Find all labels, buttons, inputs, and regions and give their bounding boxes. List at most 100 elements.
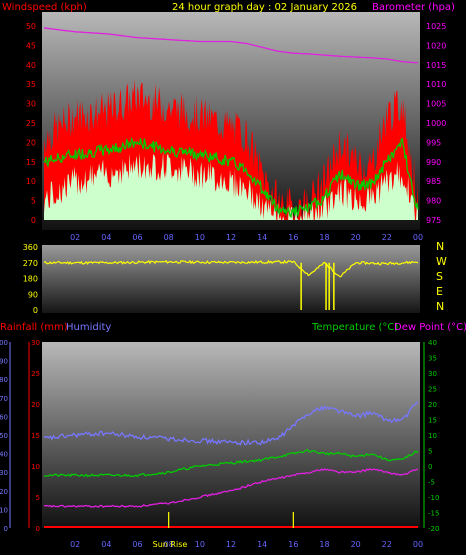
wind-tick-label: 0 [31,216,36,225]
humidity-tick-label: 20 [0,488,8,496]
rain-tick-label: 30 [31,339,40,347]
time-label: 00 [413,233,423,242]
dewpoint-series [43,467,419,508]
humidity-tick-label: 60 [0,413,8,421]
direction-tick-label: 180 [23,275,38,284]
rainfall-axis-title: Rainfall (mm) [0,322,68,333]
barometer-tick-label: 975 [426,216,441,225]
barometer-tick-label: 990 [426,158,441,167]
time-label: 18 [319,540,329,549]
wind-tick-label: 5 [31,197,36,206]
time-label: 06 [132,540,142,549]
time-label: 18 [319,233,329,242]
humidity-tick-label: 50 [0,432,8,440]
temperature-tick-label: 5 [428,448,432,456]
direction-tick-label: 270 [23,259,38,268]
time-label: 10 [195,540,205,549]
barometer-tick-label: 1005 [426,100,446,109]
barometer-tick-label: 1025 [426,22,446,31]
avg-wind-series [43,136,419,219]
wind-tick-label: 40 [26,61,36,70]
wind-tick-label: 25 [26,119,36,128]
temperature-tick-label: 0 [428,463,432,471]
rain-tick-label: 20 [31,401,40,409]
barometer-tick-label: 980 [426,197,441,206]
wind-tick-label: 20 [26,138,36,147]
time-label: 20 [351,233,361,242]
direction-tick-label: 360 [23,243,38,252]
sun-marker-label: Sun Rise [153,540,188,549]
humidity-series [43,401,419,446]
humidity-tick-label: 0 [4,525,8,533]
humidity-tick-label: 80 [0,376,8,384]
time-label: 14 [257,540,267,549]
barometer-tick-label: 995 [426,138,441,147]
humidity-tick-label: 100 [0,339,8,347]
compass-label: N [436,240,444,253]
time-label: 22 [382,233,392,242]
barometer-tick-label: 1010 [426,80,446,89]
temperature-tick-label: -5 [428,479,435,487]
rain-tick-label: 10 [31,463,40,471]
time-label: 08 [164,233,174,242]
time-label: 16 [288,233,298,242]
temperature-tick-label: 35 [428,355,437,363]
time-label: 02 [70,540,80,549]
time-label: 12 [226,233,236,242]
humidity-tick-label: 70 [0,395,8,403]
rain-tick-label: 5 [36,494,40,502]
direction-plot-area [42,245,420,313]
rain-tick-label: 0 [36,525,40,533]
time-label: 20 [351,540,361,549]
windspeed-axis-title: Windspeed (kph) [2,2,87,13]
humidity-tick-label: 90 [0,358,8,366]
time-label: 04 [101,233,111,242]
barometer-axis-title: Barometer (hpa) [372,2,455,13]
time-label: 16 [288,540,298,549]
time-label: 04 [101,540,111,549]
humidity-tick-label: 40 [0,451,8,459]
humidity-axis-title: Humidity [66,322,111,333]
page-title: 24 hour graph day : 02 January 2026 [172,2,357,13]
temperature-tick-label: 15 [428,417,437,425]
direction-tick-label: 90 [28,290,38,299]
time-label: 10 [195,233,205,242]
wind-tick-label: 10 [26,177,36,186]
time-label: 06 [132,233,142,242]
temperature-tick-label: 25 [428,386,437,394]
barometer-tick-label: 1015 [426,61,446,70]
direction-series [43,259,419,278]
time-label: 08 [164,540,174,549]
wind-tick-label: 30 [26,100,36,109]
direction-tick-label: 0 [33,306,38,315]
wind-tick-label: 45 [26,41,36,50]
barometer-tick-label: 985 [426,177,441,186]
rain-tick-label: 15 [31,432,40,440]
barometer-series [43,27,419,64]
wind-tick-label: 50 [26,22,36,31]
humidity-tick-label: 10 [0,506,8,514]
wind-tick-label: 15 [26,158,36,167]
temperature-tick-label: 30 [428,370,437,378]
temperature-series [43,448,419,478]
temp-plot-area [42,342,420,528]
compass-label: W [436,255,447,268]
temperature-tick-label: 20 [428,401,437,409]
compass-label: E [436,285,443,298]
barometer-tick-label: 1020 [426,41,446,50]
compass-label: S [436,270,443,283]
temperature-axis-title: Temperature (°C) [311,322,398,333]
wind-min-series [44,151,418,220]
temperature-tick-label: 10 [428,432,437,440]
temperature-tick-label: -10 [428,494,439,502]
temperature-tick-label: -20 [428,525,439,533]
time-label: 12 [226,540,236,549]
temperature-tick-label: -15 [428,510,439,518]
compass-label: N [436,300,444,313]
wind-tick-label: 35 [26,80,36,89]
temperature-tick-label: 40 [428,339,437,347]
barometer-tick-label: 1000 [426,119,446,128]
dewpoint-axis-title: Dew Point (°C) [394,322,466,333]
time-label: 00 [413,540,423,549]
